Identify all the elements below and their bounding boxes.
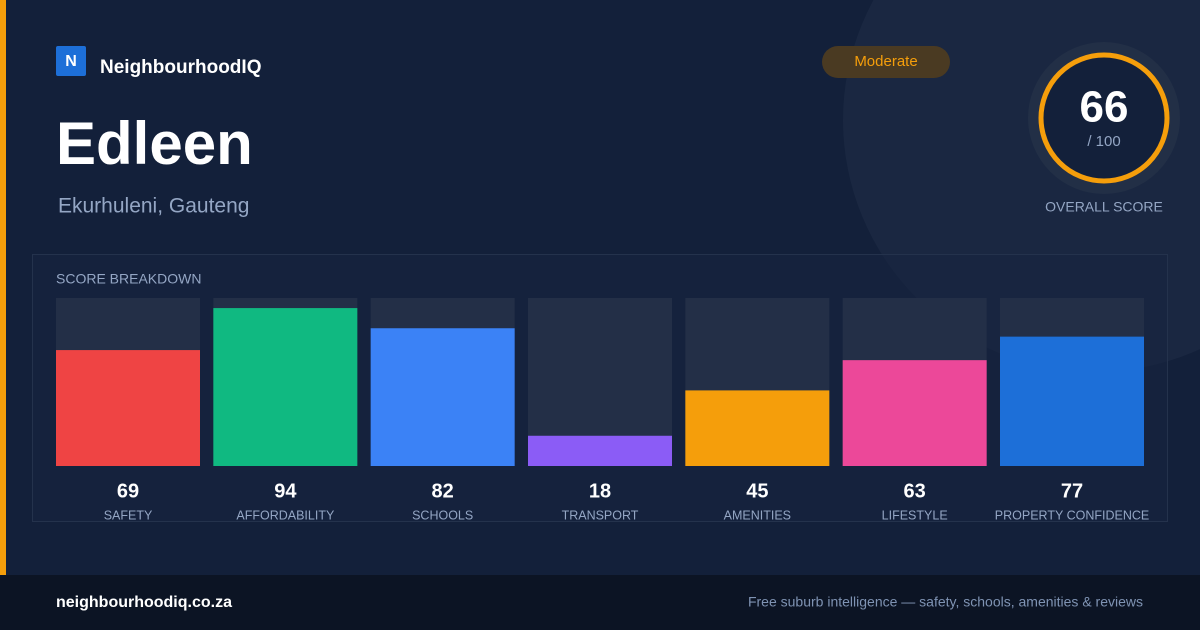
logo-letter: N (65, 53, 77, 70)
overall-score: 66 (1080, 83, 1129, 132)
logo (56, 46, 86, 76)
category-label: AMENITIES (724, 508, 791, 522)
badge-text: Moderate (854, 53, 917, 70)
bar (1000, 336, 1144, 466)
value-label: 18 (589, 480, 611, 502)
bar (528, 435, 672, 466)
score-ring (1038, 52, 1170, 184)
value-label: 45 (746, 480, 768, 502)
category-label: TRANSPORT (562, 508, 639, 522)
value-label: 69 (117, 480, 139, 502)
badge (822, 46, 950, 78)
category-label: SAFETY (104, 508, 153, 522)
bar (56, 350, 200, 466)
bar (842, 360, 987, 466)
value-label: 94 (274, 480, 297, 502)
value-label: 77 (1061, 480, 1083, 502)
footer-tagline: Free suburb intelligence — safety, schoo… (748, 594, 1143, 610)
brand-name: NeighbourhoodIQ (100, 57, 261, 78)
bar (685, 390, 830, 466)
accent-stripe (0, 0, 6, 575)
category-label: AFFORDABILITY (236, 508, 335, 522)
overall-out-of: / 100 (1087, 133, 1120, 150)
bar (213, 308, 358, 466)
place-region: Ekurhuleni, Gauteng (58, 195, 249, 218)
chart-title: SCORE BREAKDOWN (56, 271, 201, 287)
bar (370, 328, 515, 466)
footer-site: neighbourhoodiq.co.za (56, 594, 232, 611)
value-label: 82 (432, 480, 454, 502)
footer (0, 575, 1200, 630)
category-label: SCHOOLS (412, 508, 473, 522)
value-label: 63 (904, 480, 926, 502)
category-label: LIFESTYLE (882, 508, 948, 522)
category-label: PROPERTY CONFIDENCE (995, 508, 1149, 522)
place-name: Edleen (56, 110, 253, 177)
overall-label: OVERALL SCORE (1045, 199, 1163, 215)
